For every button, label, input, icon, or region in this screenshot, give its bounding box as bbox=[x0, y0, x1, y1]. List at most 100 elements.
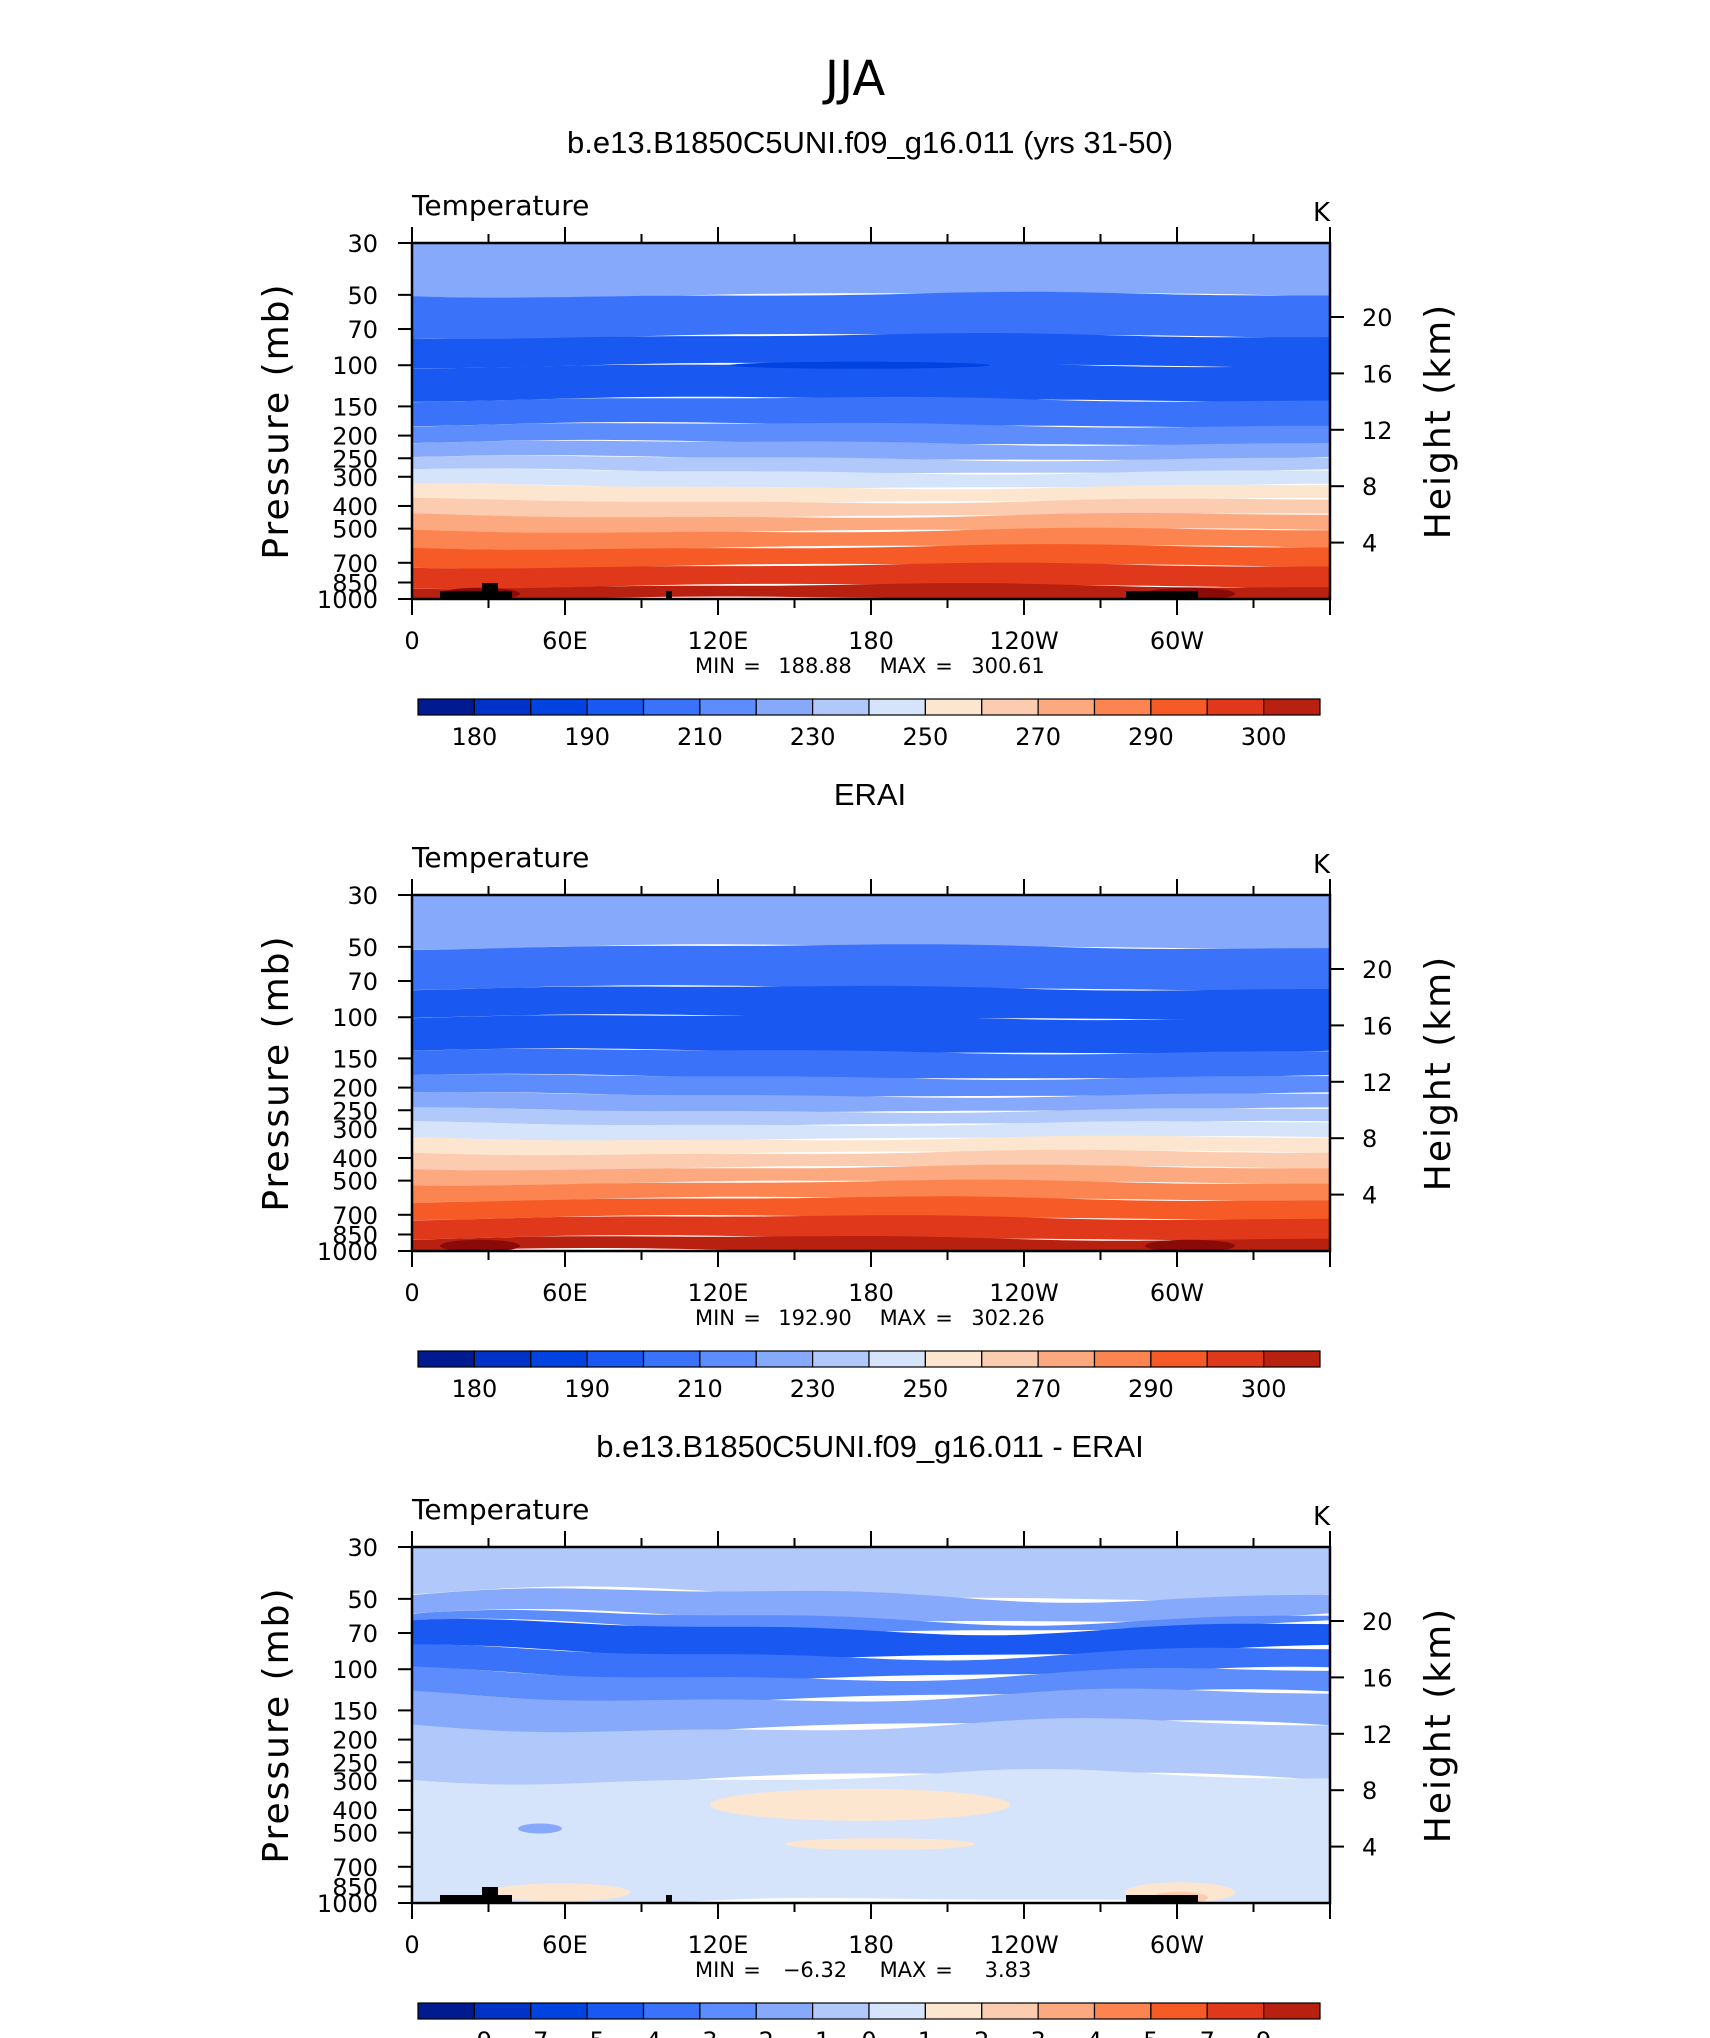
y-tick-label: 30 bbox=[347, 1534, 378, 1562]
colorbar-box bbox=[868, 2002, 926, 2020]
y-right-axis-title: Height (km) bbox=[1418, 303, 1459, 539]
panel-2: ERAI Temperature K 0 60E 120E 180 120W 60W MIN = 19… bbox=[256, 777, 1459, 1403]
anomaly-blob bbox=[710, 1788, 1010, 1821]
y-tick-label: 70 bbox=[347, 316, 378, 344]
contour-band bbox=[412, 1236, 1330, 1251]
panel-title: ERAI bbox=[834, 777, 906, 812]
y-tick-label: 300 bbox=[332, 1768, 378, 1796]
max-label: MAX bbox=[880, 654, 927, 678]
colorbar-box bbox=[1093, 2002, 1152, 2020]
colorbar-label: 210 bbox=[677, 1375, 723, 1403]
x-tick-label: 60W bbox=[1150, 1279, 1204, 1307]
colorbar-label: 230 bbox=[790, 1375, 836, 1403]
x-tick-label: 0 bbox=[404, 1279, 419, 1307]
colorbar-box bbox=[699, 1350, 757, 1368]
y-right-tick-label: 8 bbox=[1362, 1777, 1377, 1805]
x-tick-label: 120W bbox=[989, 1931, 1059, 1959]
y-tick-label: 250 bbox=[332, 1749, 378, 1777]
contour-band bbox=[412, 440, 1330, 460]
colorbar-box bbox=[812, 698, 870, 716]
colorbar-label: −5 bbox=[569, 2027, 604, 2038]
anomaly-blob bbox=[490, 1883, 630, 1902]
x-tick-label: 0 bbox=[404, 1931, 419, 1959]
y-tick-label: 850 bbox=[332, 1222, 378, 1250]
colorbar-box bbox=[981, 1350, 1039, 1368]
panels-layer: b.e13.B1850C5UNI.f09_g16.011 (yrs 31-50)… bbox=[256, 125, 1459, 2038]
variable-label: Temperature bbox=[411, 841, 589, 874]
topography-mask bbox=[440, 1887, 512, 1903]
colorbar-box bbox=[868, 1350, 926, 1368]
contour-band bbox=[412, 1179, 1330, 1202]
y-tick-label: 30 bbox=[347, 882, 378, 910]
y-tick-label: 70 bbox=[347, 968, 378, 996]
colorbar-label: −2 bbox=[739, 2027, 774, 2038]
y-tick-label: 150 bbox=[332, 393, 378, 421]
y-right-axis-title: Height (km) bbox=[1418, 1607, 1459, 1843]
colorbar-label: 270 bbox=[1015, 723, 1061, 751]
colorbar-label: 7 bbox=[1200, 2027, 1215, 2038]
colorbar-box bbox=[1093, 698, 1152, 716]
max-value: 3.83 bbox=[985, 1958, 1032, 1982]
contour-band bbox=[412, 1164, 1330, 1186]
colorbar-box bbox=[642, 698, 701, 716]
contour-band bbox=[412, 1769, 1330, 1903]
colorbar-label: 180 bbox=[451, 723, 497, 751]
y-tick-label: 150 bbox=[332, 1697, 378, 1725]
topography-mask bbox=[666, 1895, 672, 1903]
colorbar-box bbox=[586, 698, 645, 716]
y-right-tick-label: 8 bbox=[1362, 473, 1377, 501]
x-tick-label: 180 bbox=[848, 1279, 894, 1307]
panel-title: b.e13.B1850C5UNI.f09_g16.011 (yrs 31-50) bbox=[567, 125, 1173, 160]
y-tick-label: 300 bbox=[332, 464, 378, 492]
y-tick-label: 150 bbox=[332, 1045, 378, 1073]
min-value: 188.88 bbox=[778, 654, 851, 678]
colorbar-box bbox=[417, 698, 475, 716]
equals-sign: = bbox=[935, 1958, 953, 1982]
min-label: MIN bbox=[695, 1958, 735, 1982]
colorbar-box bbox=[417, 2002, 475, 2020]
colorbar-box bbox=[417, 1350, 475, 1368]
equals-sign: = bbox=[935, 1306, 953, 1330]
colorbar-box bbox=[473, 698, 532, 716]
y-tick-label: 100 bbox=[332, 1004, 378, 1032]
contour-band bbox=[412, 1609, 1330, 1633]
colorbar-box bbox=[530, 2002, 588, 2020]
colorbar-box bbox=[530, 698, 588, 716]
colorbar-box bbox=[981, 698, 1039, 716]
cold-core bbox=[730, 361, 990, 369]
x-tick-label: 120W bbox=[989, 1279, 1059, 1307]
contour-band bbox=[412, 544, 1330, 569]
contour-band bbox=[412, 985, 1330, 1020]
y-axis-title: Pressure (mb) bbox=[256, 934, 297, 1211]
units-label: K bbox=[1313, 198, 1331, 228]
colorbar-box bbox=[642, 2002, 701, 2020]
y-tick-label: 700 bbox=[332, 550, 378, 578]
contour-band bbox=[412, 1688, 1330, 1735]
x-tick-label: 60E bbox=[542, 1279, 588, 1307]
colorbar-box bbox=[1263, 2002, 1321, 2020]
colorbar-label: 180 bbox=[451, 1375, 497, 1403]
colorbar-label: −4 bbox=[626, 2027, 661, 2038]
colorbar-box bbox=[586, 2002, 645, 2020]
y-tick-label: 400 bbox=[332, 493, 378, 521]
y-axis-title: Pressure (mb) bbox=[256, 282, 297, 559]
contour-band bbox=[412, 455, 1330, 474]
colorbar-box bbox=[642, 1350, 701, 1368]
contour-band bbox=[412, 1048, 1330, 1079]
contour-band bbox=[412, 583, 1330, 599]
contour-band bbox=[412, 1619, 1330, 1660]
colorbar-box bbox=[699, 698, 757, 716]
colorbar-box bbox=[812, 1350, 870, 1368]
contour-band bbox=[412, 291, 1330, 340]
x-tick-label: 0 bbox=[404, 627, 419, 655]
contour-band bbox=[412, 243, 1330, 298]
units-label: K bbox=[1313, 1502, 1331, 1532]
colorbar-box bbox=[1206, 2002, 1265, 2020]
anomaly-blob bbox=[785, 1838, 975, 1851]
contour-band bbox=[412, 1091, 1330, 1113]
y-right-tick-label: 4 bbox=[1362, 1182, 1377, 1210]
y-tick-label: 850 bbox=[332, 570, 378, 598]
contour-band bbox=[412, 1718, 1330, 1786]
panel-title: b.e13.B1850C5UNI.f09_g16.011 - ERAI bbox=[596, 1429, 1143, 1464]
